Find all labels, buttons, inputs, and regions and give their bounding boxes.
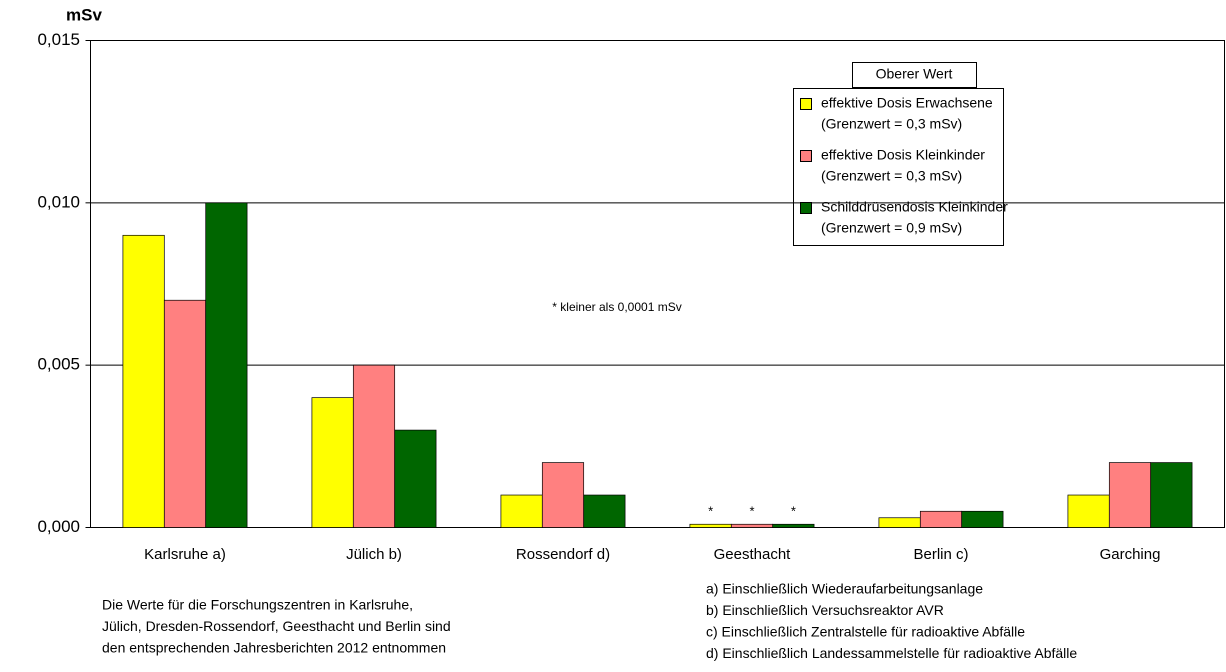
x-tick-label: Rossendorf d) (516, 546, 610, 563)
x-tick-label: Garching (1100, 546, 1161, 563)
star-label: * (749, 504, 754, 519)
y-tick-label: 0,015 (37, 30, 80, 49)
y-tick-label: 0,000 (37, 517, 80, 536)
bar (878, 517, 921, 528)
plot-frame (90, 40, 1225, 528)
bar (205, 202, 248, 528)
bar (919, 510, 963, 528)
bar (689, 523, 732, 528)
star-label: * (791, 504, 796, 519)
star-label: * (708, 504, 713, 519)
footnote: Die Werte für die Forschungszentren in K… (102, 597, 413, 613)
bar (730, 523, 774, 528)
footnote: c) Einschließlich Zentralstelle für radi… (706, 624, 1025, 640)
y-tick-label: 0,005 (37, 355, 80, 374)
footnote: Jülich, Dresden-Rossendorf, Geesthacht u… (102, 618, 451, 634)
legend-note: (Grenzwert = 0,3 mSv) (821, 168, 962, 184)
y-tick-label: 0,010 (37, 192, 80, 211)
footnote: a) Einschließlich Wiederaufarbeitungsanl… (706, 581, 983, 597)
legend-swatch (800, 150, 812, 162)
legend-title: Oberer Wert (876, 66, 953, 82)
x-tick-label: Geesthacht (714, 546, 792, 563)
legend-note: (Grenzwert = 0,3 mSv) (821, 116, 962, 132)
legend-label: effektive Dosis Erwachsene (821, 95, 993, 111)
legend-note: (Grenzwert = 0,9 mSv) (821, 220, 962, 236)
bar (500, 494, 543, 528)
bar (1150, 462, 1193, 528)
legend-label: Schilddrüsendosis Kleinkinder (821, 199, 1008, 215)
bar (311, 397, 354, 528)
bar (1067, 494, 1110, 528)
bar (541, 462, 585, 528)
footnote: b) Einschließlich Versuchsreaktor AVR (706, 602, 944, 618)
bar (394, 429, 437, 528)
legend-swatch (800, 202, 812, 214)
legend-title-box (852, 62, 977, 88)
x-tick-label: Jülich b) (346, 546, 402, 563)
bar (961, 510, 1004, 528)
footnote: d) Einschließlich Landessammelstelle für… (706, 645, 1077, 661)
bar (352, 364, 396, 528)
legend-label: effektive Dosis Kleinkinder (821, 147, 985, 163)
bar (122, 234, 165, 528)
footnote: den entsprechenden Jahresberichten 2012 … (102, 640, 446, 656)
bar (772, 523, 815, 528)
legend-swatch (800, 98, 812, 110)
bar (1108, 462, 1152, 528)
bar (583, 494, 626, 528)
bar (163, 299, 207, 528)
x-tick-label: Berlin c) (913, 546, 968, 563)
y-axis-label: mSv (66, 5, 102, 24)
legend-box (793, 88, 1004, 246)
x-tick-label: Karlsruhe a) (144, 546, 226, 563)
annotation: * kleiner als 0,0001 mSv (552, 300, 681, 314)
